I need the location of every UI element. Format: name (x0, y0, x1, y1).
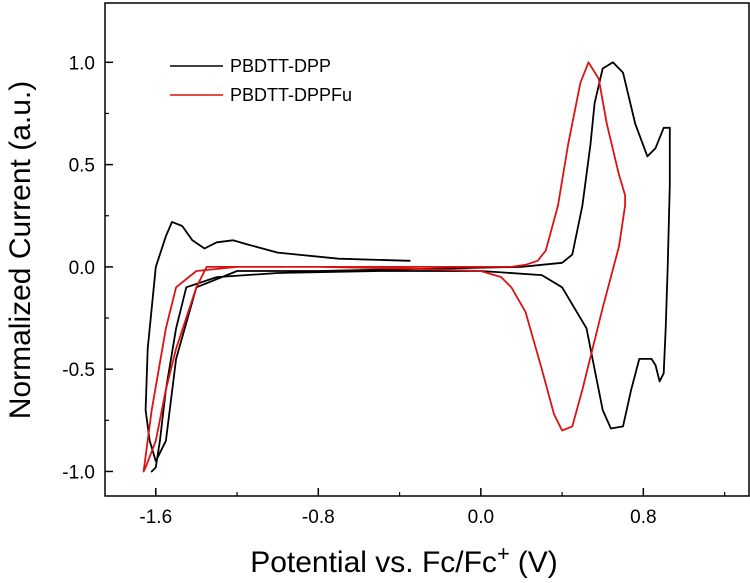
x-ticks: -1.6 -0.8 0.0 0.8 (139, 488, 726, 528)
y-tick-label: 0.5 (69, 156, 95, 177)
legend-label-pbdtt-dppfu: PBDTT-DPPFu (230, 85, 352, 105)
x-tick-label: -1.6 (139, 507, 172, 528)
series-layer (142, 61, 671, 473)
y-tick-label: 0.0 (69, 258, 95, 279)
legend-label-pbdtt-dpp: PBDTT-DPP (230, 56, 331, 76)
x-axis-title-superscript: + (497, 541, 510, 566)
series-line-pbdtt-dpp (144, 61, 671, 473)
plot-area: -1.6 -0.8 0.0 0.8 -1.0 -0.5 0.0 0.5 1.0 (62, 2, 750, 528)
y-tick-label: 1.0 (69, 53, 95, 74)
x-axis-title-main: Potential vs. Fc/Fc (250, 546, 497, 579)
series-line-pbdtt-dppfu (142, 61, 626, 473)
plot-frame (104, 2, 750, 497)
x-tick-label: -0.8 (302, 507, 335, 528)
x-axis-title: Potential vs. Fc/Fc+ (V) (250, 541, 558, 579)
x-tick-label: 0.0 (468, 507, 494, 528)
y-axis-title: Normalized Current (a.u.) (4, 81, 37, 419)
x-axis-title-unit: (V) (518, 546, 558, 579)
x-tick-label: 0.8 (630, 507, 656, 528)
y-tick-label: -1.0 (62, 462, 95, 483)
y-tick-label: -0.5 (62, 360, 95, 381)
y-ticks: -1.0 -0.5 0.0 0.5 1.0 (62, 53, 113, 483)
legend: PBDTT-DPP PBDTT-DPPFu (170, 56, 352, 105)
